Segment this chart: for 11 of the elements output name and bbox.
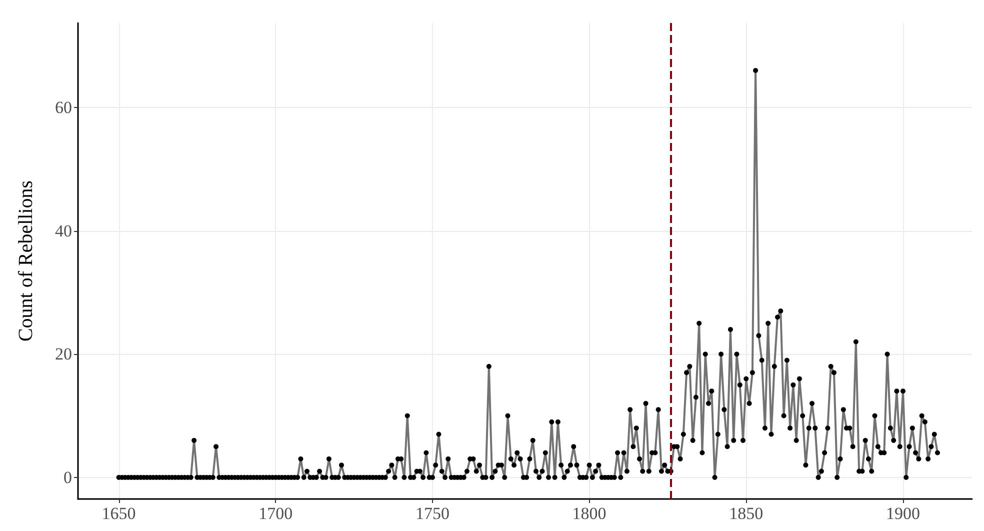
x-tick-label: 1800: [572, 504, 606, 523]
y-tick-label: 60: [55, 98, 72, 117]
y-axis-title: Count of Rebellions: [15, 180, 37, 342]
y-tick-label: 0: [64, 468, 72, 487]
x-tick-label: 1700: [258, 504, 293, 523]
x-tick-label: 1650: [102, 504, 136, 523]
y-tick-label: 20: [55, 344, 72, 364]
x-tick-label: 1850: [729, 504, 764, 523]
x-tick-label: 1900: [886, 504, 920, 523]
x-tick-label: 1750: [415, 504, 450, 523]
y-tick-label: 40: [55, 221, 72, 240]
